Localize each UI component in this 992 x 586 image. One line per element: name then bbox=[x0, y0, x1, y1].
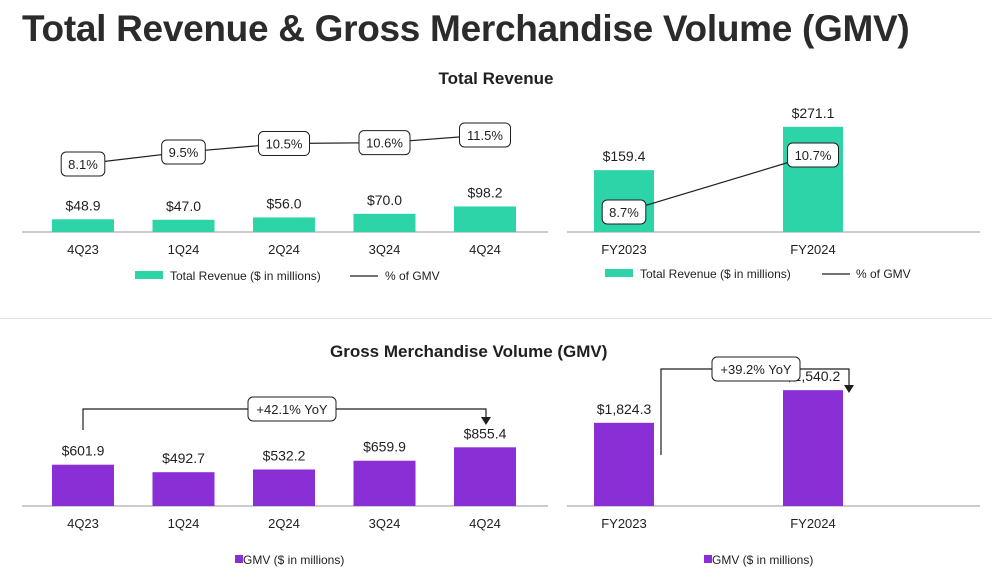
bar-value-label: $1,824.3 bbox=[597, 401, 652, 417]
bar-value-label: $56.0 bbox=[266, 195, 301, 211]
bar-value-label: $601.9 bbox=[62, 443, 105, 459]
pct-of-gmv-label: 8.7% bbox=[609, 205, 639, 220]
pct-of-gmv-label: 8.1% bbox=[68, 157, 98, 172]
page-title: Total Revenue & Gross Merchandise Volume… bbox=[22, 8, 910, 49]
pct-of-gmv-label-box bbox=[60, 151, 106, 177]
bar bbox=[353, 460, 416, 506]
bar-value-label: $47.0 bbox=[166, 198, 201, 214]
bar bbox=[253, 469, 315, 506]
bar bbox=[152, 219, 215, 232]
pct-of-gmv-label: 10.6% bbox=[366, 136, 403, 151]
x-tick-label: 4Q24 bbox=[469, 242, 501, 257]
pct-of-gmv-label-box bbox=[161, 139, 206, 165]
legend-swatch bbox=[235, 555, 243, 563]
bar-value-label: $48.9 bbox=[65, 197, 100, 213]
x-tick-label: 4Q23 bbox=[67, 242, 99, 257]
yoy-growth-label: +39.2% YoY bbox=[720, 362, 792, 377]
gmv-quarterly-chart: $601.9 4Q23 $492.7 1Q24 $532.2 2Q24 $659.9 3Q24… bbox=[22, 396, 548, 567]
yoy-growth-label-box bbox=[247, 396, 337, 422]
revenue-section-title: Total Revenue bbox=[438, 69, 554, 88]
x-tick-label: 4Q23 bbox=[67, 516, 99, 531]
bar-value-label: $271.1 bbox=[792, 105, 835, 121]
x-tick-label: 3Q24 bbox=[369, 242, 401, 257]
pct-of-gmv-label: 11.5% bbox=[467, 128, 503, 143]
bar bbox=[52, 464, 114, 506]
bar-value-label: $532.2 bbox=[263, 447, 306, 463]
legend-swatch bbox=[704, 555, 712, 563]
bar bbox=[52, 219, 114, 232]
x-tick-label: FY2023 bbox=[601, 516, 647, 531]
bar-value-label: $659.9 bbox=[363, 439, 406, 455]
revenue-annual-chart: $159.4 FY2023 $271.1 FY2024 8.7% 10.7% Total R… bbox=[567, 105, 980, 281]
section-divider bbox=[0, 318, 992, 319]
gmv-section-title: Gross Merchandise Volume (GMV) bbox=[330, 342, 608, 361]
yoy-arrow-head bbox=[844, 385, 854, 393]
pct-of-gmv-label-box bbox=[787, 142, 839, 168]
x-tick-label: 3Q24 bbox=[369, 516, 401, 531]
legend-label: GMV ($ in millions) bbox=[243, 553, 344, 567]
pct-of-gmv-line bbox=[623, 154, 814, 213]
legend-label: Total Revenue ($ in millions) bbox=[640, 267, 791, 281]
bar bbox=[253, 217, 315, 232]
pct-of-gmv-label: 10.7% bbox=[795, 148, 832, 163]
legend-swatch bbox=[135, 271, 163, 279]
legend-label: % of GMV bbox=[856, 267, 911, 281]
bar-value-label: $855.4 bbox=[464, 425, 507, 441]
x-tick-label: 4Q24 bbox=[469, 516, 501, 531]
x-tick-label: FY2024 bbox=[790, 516, 836, 531]
pct-of-gmv-label: 9.5% bbox=[169, 145, 199, 160]
legend-label: Total Revenue ($ in millions) bbox=[170, 269, 321, 283]
pct-of-gmv-label-box bbox=[358, 130, 411, 156]
x-tick-label: 1Q24 bbox=[168, 516, 200, 531]
x-tick-label: 2Q24 bbox=[268, 516, 300, 531]
yoy-growth-label: +42.1% YoY bbox=[256, 402, 328, 417]
x-tick-label: 2Q24 bbox=[268, 242, 300, 257]
bar-value-label: $492.7 bbox=[162, 450, 205, 466]
legend-swatch bbox=[605, 269, 633, 277]
yoy-growth-label-box bbox=[711, 356, 801, 382]
bar-value-label: $159.4 bbox=[603, 148, 646, 164]
x-tick-label: FY2024 bbox=[790, 242, 836, 257]
bar bbox=[454, 447, 516, 506]
bar bbox=[783, 390, 843, 506]
bar bbox=[152, 472, 215, 506]
pct-of-gmv-label-box bbox=[258, 131, 310, 157]
pct-of-gmv-label-box bbox=[601, 199, 647, 225]
revenue-quarterly-chart: $48.9 4Q23 $47.0 1Q24 $56.0 2Q24 $70.0 3Q24 $98.… bbox=[22, 122, 548, 283]
bar-value-label: $70.0 bbox=[367, 192, 402, 208]
bar-value-label: $98.2 bbox=[467, 184, 502, 200]
bar bbox=[353, 213, 416, 232]
legend-label: % of GMV bbox=[385, 269, 440, 283]
x-tick-label: FY2023 bbox=[601, 242, 647, 257]
x-tick-label: 1Q24 bbox=[168, 242, 200, 257]
bar bbox=[454, 206, 516, 232]
pct-of-gmv-label: 10.5% bbox=[266, 137, 303, 152]
pct-of-gmv-label-box bbox=[459, 122, 511, 148]
bar bbox=[594, 422, 654, 506]
yoy-arrow-head bbox=[481, 417, 491, 425]
legend-label: GMV ($ in millions) bbox=[712, 553, 813, 567]
